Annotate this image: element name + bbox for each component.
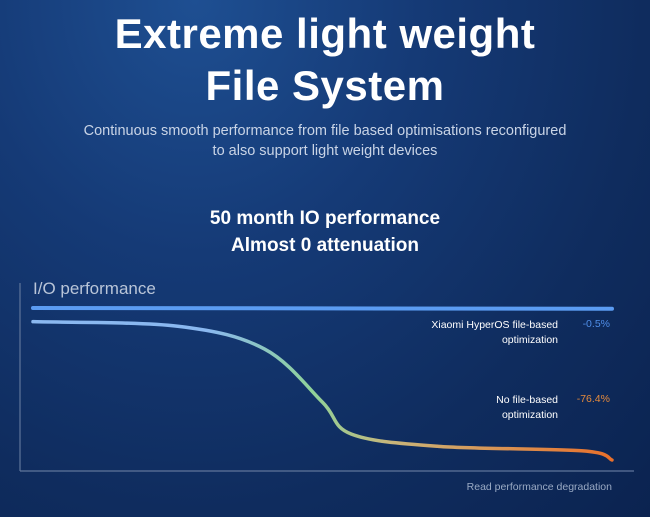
page-title: Extreme light weight File System — [0, 8, 650, 112]
hyperos-label-line-2: optimization — [501, 334, 558, 346]
title-line-2: File System — [205, 62, 445, 109]
hyperos-label-line-1: Xiaomi HyperOS file-based — [431, 319, 558, 331]
subtitle: Continuous smooth performance from file … — [0, 121, 650, 161]
baseline-label-line-1: No file-based — [496, 394, 558, 406]
subtitle-line-1: Continuous smooth performance from file … — [83, 123, 567, 139]
title-line-1: Extreme light weight — [114, 10, 536, 57]
baseline-series-label: No file-based optimization — [496, 393, 558, 423]
highlight-text: 50 month IO performance Almost 0 attenua… — [0, 205, 650, 259]
baseline-label-line-2: optimization — [501, 409, 558, 421]
x-axis-label: Read performance degradation — [466, 481, 612, 493]
highlight-line-1: 50 month IO performance — [209, 208, 441, 229]
hyperos-value-label: -0.5% — [582, 318, 610, 330]
highlight-line-2: Almost 0 attenuation — [231, 235, 419, 256]
hyperos-series-line — [31, 306, 614, 311]
hyperos-series-label: Xiaomi HyperOS file-based optimization — [431, 318, 558, 348]
y-axis-label: I/O performance — [33, 279, 156, 298]
baseline-value-label: -76.4% — [576, 393, 610, 405]
subtitle-line-2: to also support light weight devices — [212, 143, 438, 159]
baseline-series-line — [31, 319, 614, 462]
